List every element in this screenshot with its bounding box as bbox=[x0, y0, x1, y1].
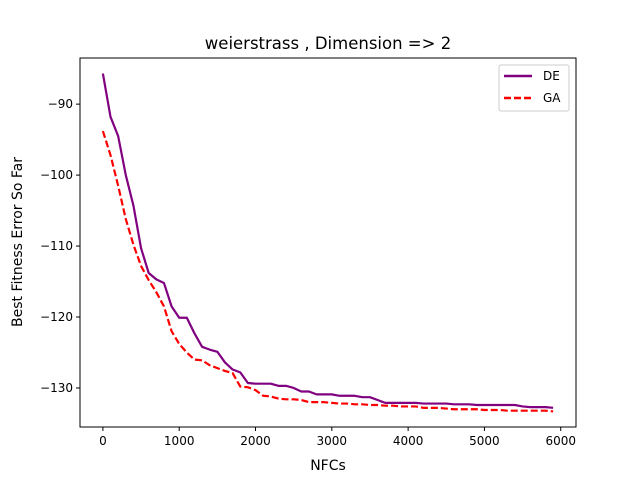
x-tick-label: 5000 bbox=[469, 434, 500, 448]
y-axis-label: Best Fitness Error So Far bbox=[10, 157, 26, 327]
series-line-de bbox=[101, 73, 554, 409]
y-tick-label: −110 bbox=[40, 239, 73, 253]
legend-label-ga: GA bbox=[543, 91, 561, 105]
y-axis: −90 −100 −110 −120 −130 bbox=[40, 97, 80, 395]
x-tick-label: 1000 bbox=[164, 434, 195, 448]
x-tick-label: 6000 bbox=[545, 434, 576, 448]
x-tick-label: 0 bbox=[99, 434, 107, 448]
x-tick-label: 4000 bbox=[393, 434, 424, 448]
x-tick-label: 2000 bbox=[240, 434, 271, 448]
y-tick-label: −120 bbox=[40, 310, 73, 324]
x-axis: 0 1000 2000 3000 4000 5000 6000 bbox=[99, 427, 576, 448]
y-tick-label: −100 bbox=[40, 168, 73, 182]
legend: DE GA bbox=[498, 64, 570, 112]
series-line-ga bbox=[101, 130, 554, 413]
plot-frame bbox=[79, 57, 577, 428]
x-axis-label: NFCs bbox=[310, 458, 346, 474]
chart-title: weierstrass , Dimension => 2 bbox=[205, 34, 451, 53]
y-tick-label: −130 bbox=[40, 381, 73, 395]
y-tick-label: −90 bbox=[48, 97, 73, 111]
plot-area bbox=[101, 73, 554, 413]
x-tick-label: 3000 bbox=[317, 434, 348, 448]
legend-label-de: DE bbox=[543, 69, 560, 83]
